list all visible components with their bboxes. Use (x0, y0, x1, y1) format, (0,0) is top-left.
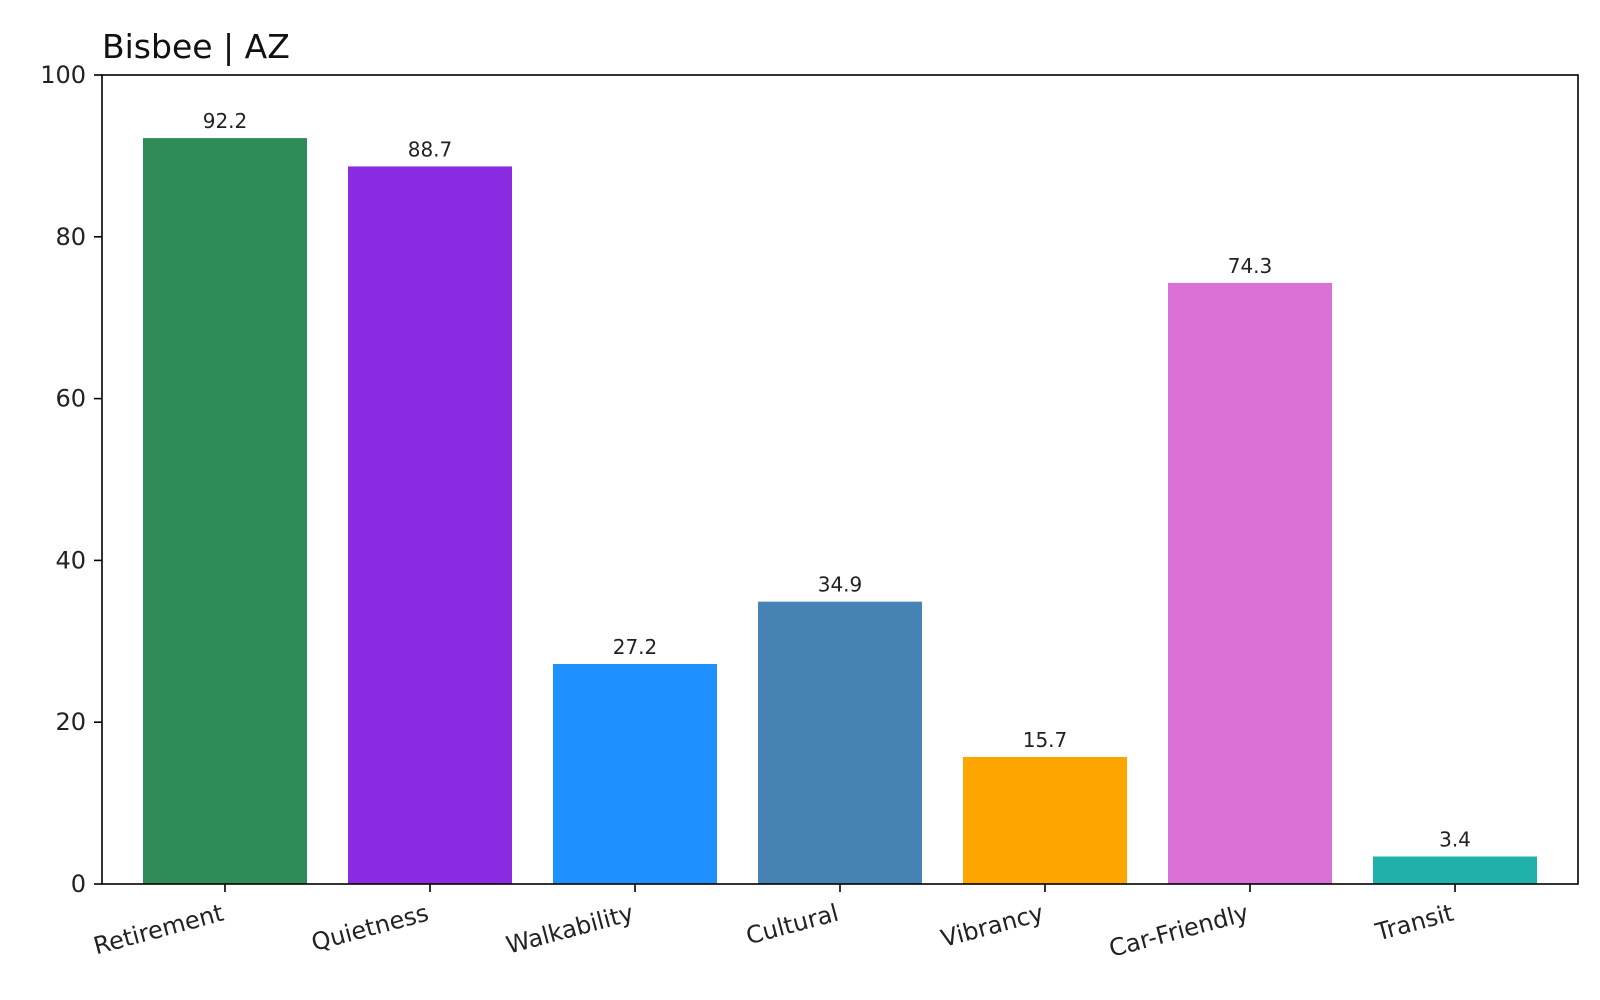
bar-walkability (553, 663, 717, 884)
bar-quietness (348, 166, 512, 885)
bar-car-friendly (1168, 282, 1332, 885)
y-tick-label: 20 (55, 708, 86, 736)
data-label-retirement: 92.2 (203, 109, 248, 133)
x-tick-label-quietness: Quietness (308, 899, 431, 957)
bar-vibrancy (963, 756, 1127, 884)
x-tick-label-car-friendly: Car-Friendly (1106, 899, 1252, 963)
y-tick-label: 100 (40, 61, 86, 89)
data-label-quietness: 88.7 (408, 137, 453, 161)
x-axis: Retirement Quietness Walkability Cultural Vi… (91, 884, 1457, 963)
x-tick-label-vibrancy: Vibrancy (938, 899, 1047, 953)
bar-retirement (143, 138, 307, 885)
data-label-car-friendly: 74.3 (1228, 254, 1273, 278)
x-tick-label-transit: Transit (1372, 899, 1457, 947)
chart-title: Bisbee | AZ (102, 27, 290, 66)
bar-transit (1373, 856, 1537, 884)
y-tick-label: 80 (55, 223, 86, 251)
bar-cultural (758, 601, 922, 884)
data-labels-layer: 92.2 88.7 27.2 34.9 15.7 74.3 3.4 (203, 109, 1471, 851)
bars-layer (143, 138, 1537, 885)
y-axis: 0 20 40 60 80 100 (40, 61, 102, 898)
x-tick-label-retirement: Retirement (91, 899, 227, 961)
y-tick-label: 40 (55, 546, 86, 574)
x-tick-label-walkability: Walkability (503, 899, 636, 960)
y-tick-label: 0 (71, 870, 86, 898)
plot-frame (101, 74, 1579, 885)
y-tick-label: 60 (55, 385, 86, 413)
data-label-transit: 3.4 (1439, 827, 1471, 851)
x-tick-label-cultural: Cultural (743, 899, 842, 951)
data-label-walkability: 27.2 (613, 635, 658, 659)
data-label-vibrancy: 15.7 (1023, 728, 1068, 752)
data-label-cultural: 34.9 (818, 573, 863, 597)
